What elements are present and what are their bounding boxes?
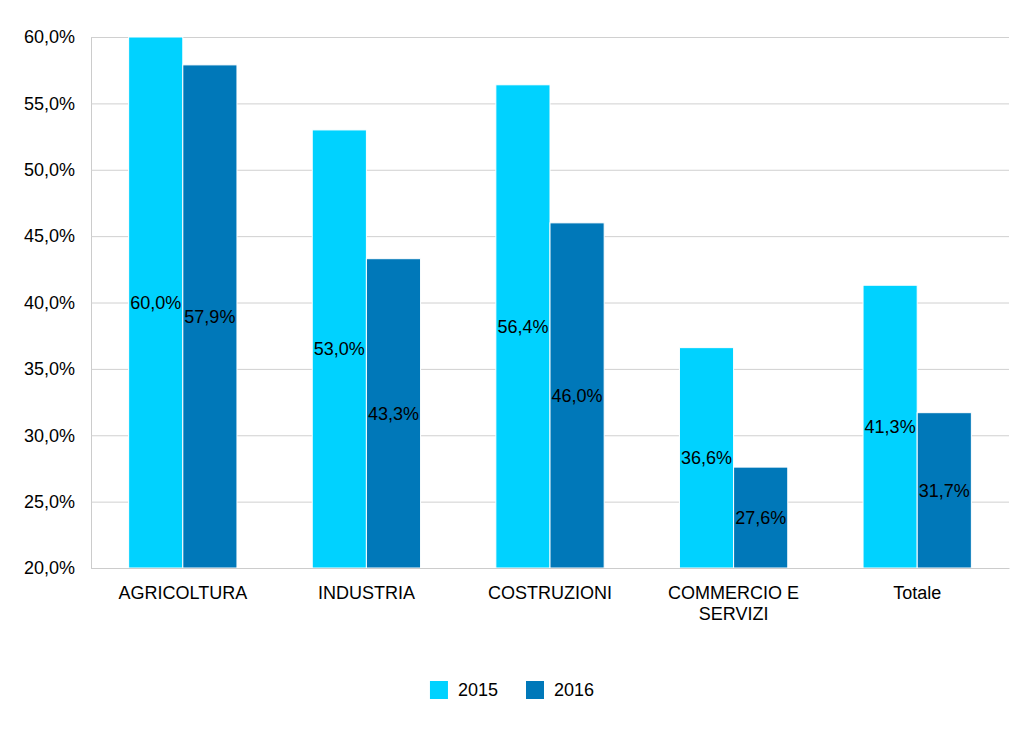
- y-tick-label: 45,0%: [24, 226, 75, 246]
- x-tick: AGRICOLTURA: [118, 568, 247, 603]
- y-tick-label: 60,0%: [24, 27, 75, 47]
- data-label: 31,7%: [919, 481, 970, 501]
- x-tick: COSTRUZIONI: [488, 568, 612, 603]
- data-label: 27,6%: [735, 508, 786, 528]
- bar: [129, 37, 183, 568]
- plot: 20,0% 25,0% 30,0% 35,0% 40,0% 45,0% 50,0% 55,0%…: [24, 27, 1010, 624]
- bar: [550, 223, 604, 568]
- y-tick-label: 20,0%: [24, 558, 75, 578]
- legend-label: 2016: [554, 680, 594, 700]
- bar: [366, 259, 420, 568]
- data-label: 57,9%: [184, 307, 235, 327]
- x-axis-line: [92, 568, 1010, 569]
- legend-label: 2015: [458, 680, 498, 700]
- data-label: 46,0%: [552, 386, 603, 406]
- bar: [917, 413, 971, 568]
- x-tick: Totale: [893, 568, 941, 603]
- x-tick-label: Totale: [893, 583, 941, 603]
- grid-line: [91, 37, 1009, 38]
- y-tick-label: 35,0%: [24, 359, 75, 379]
- bar: [734, 467, 788, 568]
- data-label: 43,3%: [368, 404, 419, 424]
- x-tick: INDUSTRIA: [318, 568, 415, 603]
- bar: [679, 348, 733, 568]
- bars: [129, 37, 972, 568]
- chart: 20,0% 25,0% 30,0% 35,0% 40,0% 45,0% 50,0% 55,0%…: [0, 0, 1024, 734]
- legend-item: 2015: [430, 680, 498, 700]
- legend-swatch: [430, 681, 448, 699]
- x-tick-label: COSTRUZIONI: [488, 583, 612, 603]
- legend-swatch: [526, 681, 544, 699]
- x-tick: COMMERCIO ESERVIZI: [668, 568, 799, 624]
- x-tick-label: AGRICOLTURA: [118, 583, 247, 603]
- legend-item: 2016: [526, 680, 594, 700]
- data-label: 36,6%: [681, 448, 732, 468]
- bar: [312, 130, 366, 568]
- data-label: 56,4%: [497, 317, 548, 337]
- bar: [863, 285, 917, 568]
- grid-line: [91, 568, 1009, 569]
- data-labels: 60,0% 53,0% 56,4% 36,6% 41,3% 57,9% 43,3% 46,0%…: [130, 293, 970, 528]
- x-tick-label: COMMERCIO ESERVIZI: [668, 583, 799, 625]
- bar: [183, 65, 237, 568]
- y-tick-label: 25,0%: [24, 492, 75, 512]
- data-label: 60,0%: [130, 293, 181, 313]
- data-label: 41,3%: [865, 417, 916, 437]
- legend: 2015 2016: [430, 680, 594, 700]
- y-tick-label: 55,0%: [24, 94, 75, 114]
- y-tick-label: 30,0%: [24, 426, 75, 446]
- x-tick-label: INDUSTRIA: [318, 583, 415, 603]
- data-label: 53,0%: [314, 339, 365, 359]
- bar: [496, 85, 550, 568]
- x-axis: AGRICOLTURA INDUSTRIA COSTRUZIONI COMMERCIO…: [92, 568, 1010, 624]
- y-tick-label: 50,0%: [24, 160, 75, 180]
- y-tick-label: 40,0%: [24, 293, 75, 313]
- y-axis: 20,0% 25,0% 30,0% 35,0% 40,0% 45,0% 50,0% 55,0%…: [24, 27, 1009, 578]
